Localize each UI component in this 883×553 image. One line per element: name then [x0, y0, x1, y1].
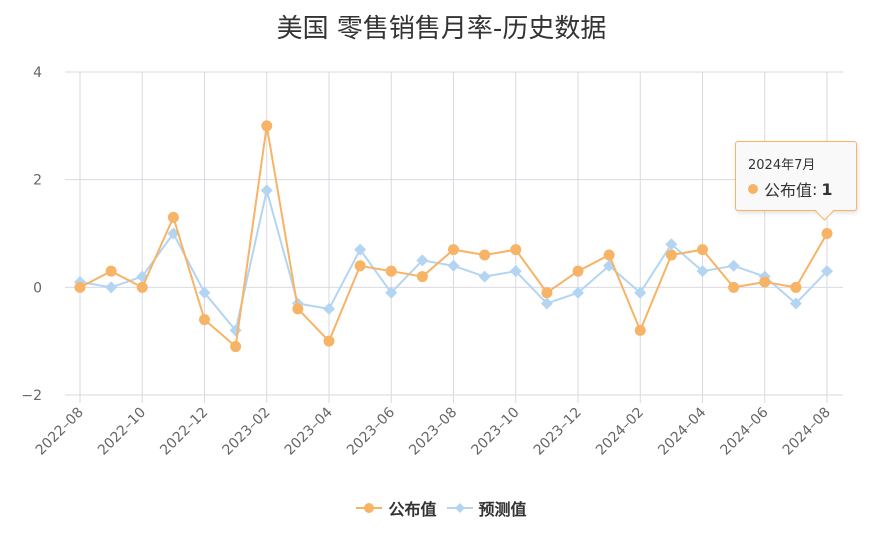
forecast-point[interactable] — [105, 281, 118, 294]
legend: 公布值 预测值 — [0, 496, 883, 520]
x-tick-label: 2022–12 — [157, 405, 211, 459]
forecast-point[interactable] — [634, 286, 647, 299]
published-point[interactable] — [105, 265, 117, 277]
y-tick-label: 4 — [33, 65, 42, 81]
published-point[interactable] — [634, 324, 646, 336]
published-point[interactable] — [665, 249, 677, 261]
published-point[interactable] — [74, 281, 86, 293]
x-tick-label: 2023–10 — [469, 405, 523, 459]
published-point[interactable] — [572, 265, 584, 277]
tooltip-row: 公布值: 1 — [748, 177, 856, 201]
x-axis: 2022–08 2022–10 2022–12 2023–02 2023–04 2023–… — [33, 404, 834, 458]
forecast-point[interactable] — [198, 286, 211, 299]
published-point[interactable] — [354, 260, 366, 272]
forecast-point[interactable] — [727, 259, 740, 272]
forecast-point[interactable] — [509, 265, 522, 278]
published-point[interactable] — [292, 303, 304, 315]
published-point[interactable] — [697, 244, 708, 256]
published-point[interactable] — [728, 281, 740, 293]
series-layer — [74, 120, 833, 353]
x-tick-label: 2024–08 — [780, 405, 834, 459]
forecast-point[interactable] — [447, 259, 460, 272]
legend-label-published: 公布值 — [388, 500, 437, 519]
published-point[interactable] — [759, 276, 771, 288]
diamond-marker-icon — [446, 503, 473, 513]
published-point[interactable] — [790, 281, 802, 293]
tooltip-series-dot-icon — [748, 184, 758, 194]
data-tooltip: 2024年7月 公布值: 1 — [735, 141, 857, 221]
x-tick-label: 2024–02 — [593, 405, 647, 459]
x-tick-label: 2024–06 — [718, 404, 772, 458]
published-point[interactable] — [385, 265, 397, 277]
published-point[interactable] — [603, 249, 615, 261]
published-point[interactable] — [323, 335, 335, 347]
forecast-point[interactable] — [354, 243, 367, 256]
published-point[interactable] — [510, 244, 522, 256]
published-point[interactable] — [167, 211, 179, 223]
circle-marker-icon — [356, 503, 383, 513]
forecast-point[interactable] — [385, 286, 398, 299]
grid-lines — [65, 71, 843, 403]
published-point[interactable] — [261, 120, 273, 132]
tooltip-series-label: 公布值 — [764, 181, 813, 200]
published-point[interactable] — [479, 249, 491, 261]
forecast-point[interactable] — [572, 286, 584, 299]
forecast-point[interactable] — [260, 184, 273, 197]
tooltip-separator: : — [812, 179, 818, 199]
published-point[interactable] — [416, 271, 428, 283]
y-axis: 4 2 0 −2 — [21, 65, 42, 404]
published-point[interactable] — [541, 287, 553, 299]
x-tick-label: 2022–08 — [33, 405, 87, 459]
legend-item-published[interactable]: 公布值 — [356, 496, 437, 520]
y-tick-label: −2 — [21, 388, 42, 404]
x-tick-label: 2023–12 — [531, 405, 585, 459]
forecast-point[interactable] — [540, 297, 553, 310]
published-point[interactable] — [136, 281, 148, 293]
forecast-point[interactable] — [665, 238, 678, 251]
x-tick-label: 2022–10 — [95, 405, 149, 459]
x-tick-label: 2023–06 — [344, 404, 398, 458]
forecast-point[interactable] — [789, 297, 802, 310]
tooltip-date: 2024年7月 — [748, 158, 816, 173]
published-point[interactable] — [821, 228, 833, 239]
legend-label-forecast: 预测值 — [478, 500, 527, 519]
y-tick-label: 0 — [33, 280, 42, 296]
forecast-point[interactable] — [696, 265, 709, 278]
chart-title: 美国 零售销售月率-历史数据 — [276, 14, 607, 44]
published-point[interactable] — [199, 314, 210, 326]
x-tick-label: 2023–02 — [220, 405, 274, 459]
x-tick-label: 2024–04 — [655, 404, 709, 458]
forecast-point[interactable] — [323, 302, 335, 315]
tooltip-value: 1 — [821, 179, 833, 199]
forecast-point[interactable] — [821, 265, 833, 278]
x-tick-label: 2023–04 — [282, 404, 336, 458]
published-point[interactable] — [448, 244, 459, 256]
published-point[interactable] — [230, 341, 242, 353]
forecast-point[interactable] — [416, 254, 429, 267]
x-tick-label: 2023–08 — [406, 405, 460, 459]
forecast-point[interactable] — [478, 270, 491, 283]
y-tick-label: 2 — [33, 173, 42, 189]
legend-item-forecast[interactable]: 预测值 — [446, 496, 527, 520]
